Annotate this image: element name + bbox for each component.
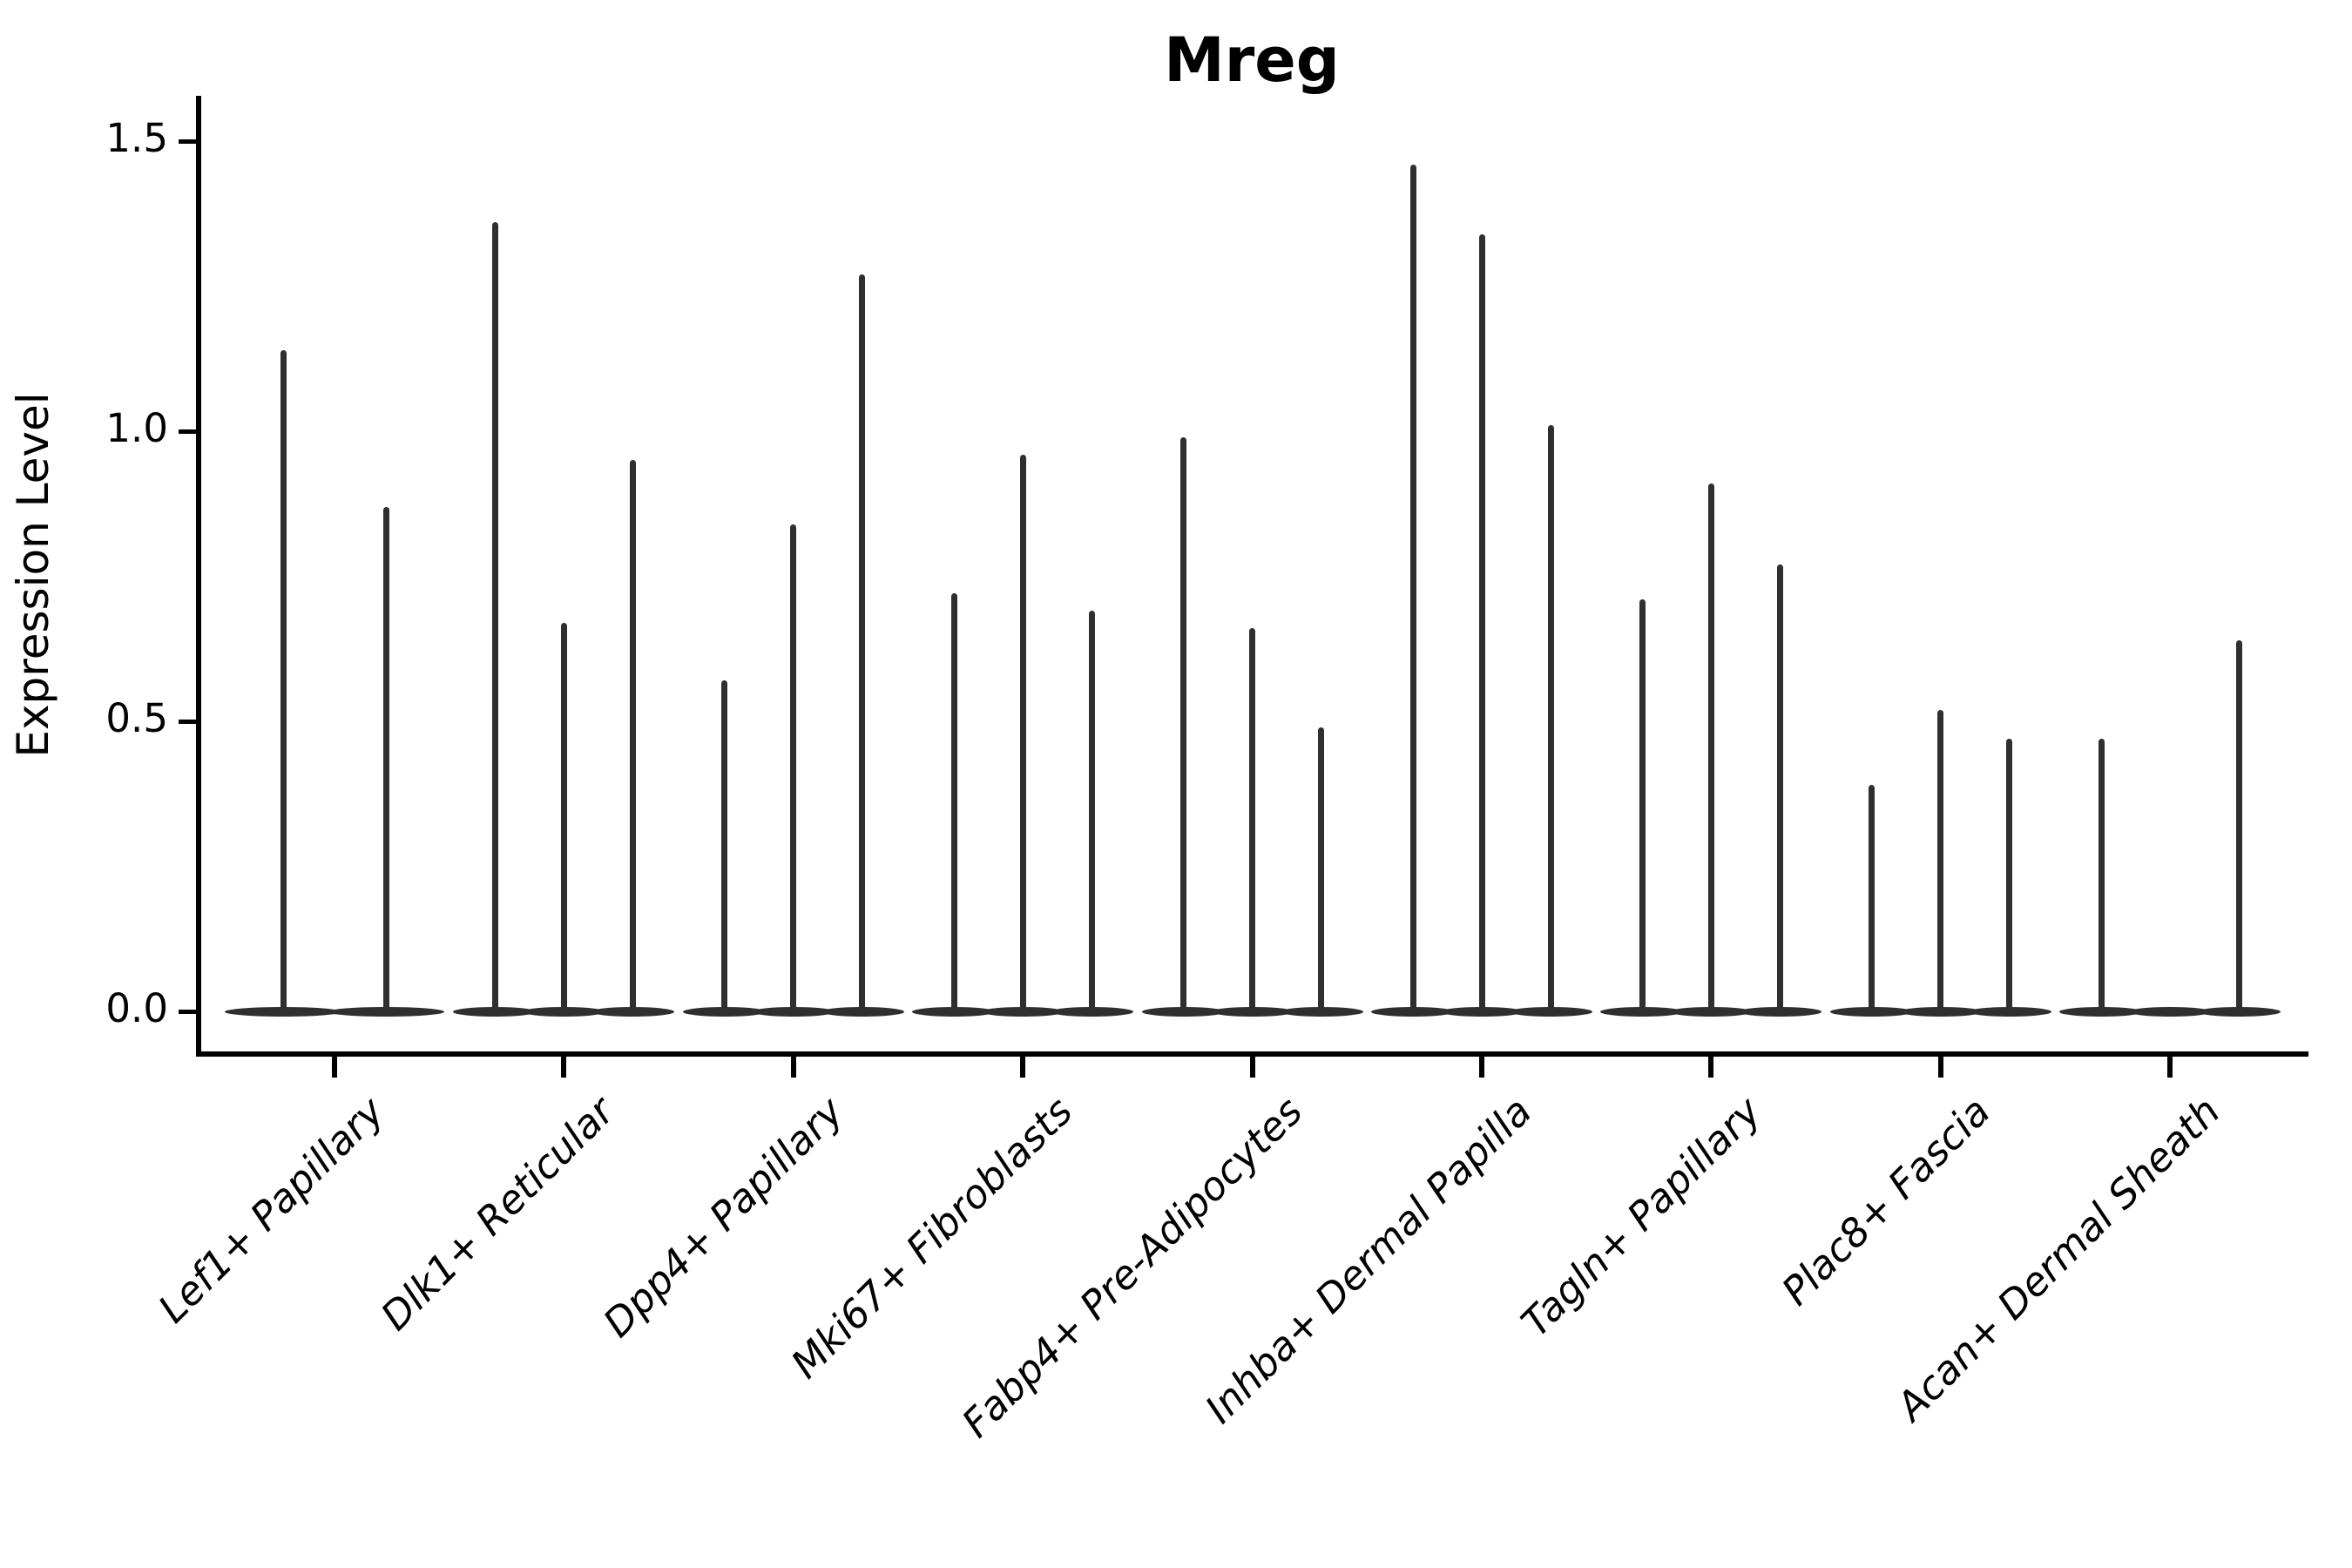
violin-spike — [1478, 233, 1485, 1011]
violin-base — [225, 1006, 341, 1017]
violin-spike — [280, 349, 287, 1011]
x-category-label: Lef1+ Papillary — [149, 1088, 394, 1332]
violin-base — [1050, 1006, 1134, 1017]
violin-spike — [382, 506, 389, 1011]
violin-spike — [2006, 738, 2013, 1011]
violin-base — [1210, 1006, 1294, 1017]
violin-base — [1141, 1006, 1226, 1017]
y-tick-label: 1.5 — [105, 115, 168, 161]
violin-spike — [2098, 738, 2105, 1011]
y-axis-label: Expression Level — [8, 392, 58, 758]
violin-base — [2059, 1006, 2144, 1017]
violin-spike — [560, 622, 567, 1011]
x-category-label: Dpp4+ Papillary — [594, 1088, 853, 1347]
violin-spike — [1180, 436, 1187, 1011]
x-tick-mark — [1249, 1057, 1255, 1078]
violin-base — [682, 1006, 767, 1017]
violin-base — [1279, 1006, 1363, 1017]
violin-spike — [1707, 483, 1714, 1011]
violin-base — [1738, 1006, 1822, 1017]
violin-base — [1600, 1006, 1685, 1017]
violin-base — [328, 1006, 444, 1017]
y-tick-mark — [179, 1009, 196, 1014]
violin-spike — [1869, 785, 1876, 1011]
violin-base — [1509, 1006, 1592, 1017]
violin-base — [820, 1006, 904, 1017]
x-tick-mark — [2167, 1057, 2173, 1078]
x-tick-mark — [332, 1057, 337, 1078]
violin-base — [453, 1006, 537, 1017]
violin-spike — [1937, 709, 1944, 1011]
violin-spike — [491, 222, 498, 1011]
violin-spike — [1088, 611, 1095, 1011]
violin-spike — [2235, 639, 2242, 1011]
violin-spike — [629, 460, 636, 1011]
violin-spike — [790, 524, 797, 1011]
y-tick-mark — [179, 429, 196, 434]
violin-spike — [1318, 727, 1325, 1011]
violin-base — [912, 1006, 997, 1017]
x-category-label: Dlk1+ Reticular — [371, 1088, 623, 1340]
x-tick-mark — [790, 1057, 796, 1078]
x-tick-mark — [561, 1057, 567, 1078]
violin-spike — [1639, 599, 1646, 1011]
y-tick-label: 0.0 — [105, 985, 168, 1031]
y-axis-spine — [196, 96, 201, 1057]
violin-base — [2197, 1006, 2281, 1017]
violin-base — [751, 1006, 835, 1017]
violin-base — [1898, 1006, 1983, 1017]
violin-spike — [1409, 164, 1416, 1011]
violin-spike — [950, 593, 957, 1011]
violin-base — [1440, 1006, 1524, 1017]
x-category-label: Plac8+ Fascia — [1773, 1088, 2000, 1315]
x-category-label: Tagln+ Papillary — [1512, 1088, 1770, 1346]
violin-spike — [721, 680, 728, 1011]
x-tick-mark — [1020, 1057, 1026, 1078]
x-tick-mark — [1479, 1057, 1484, 1078]
violin-base — [1371, 1006, 1455, 1017]
violin-spike — [1249, 628, 1256, 1011]
y-tick-label: 1.0 — [105, 405, 168, 451]
x-axis-spine — [196, 1051, 2308, 1057]
violin-base — [1669, 1006, 1754, 1017]
violin-base — [522, 1006, 606, 1017]
y-tick-mark — [179, 139, 196, 144]
y-tick-mark — [179, 719, 196, 724]
violin-spike — [1019, 454, 1026, 1011]
y-tick-label: 0.5 — [105, 695, 168, 741]
violin-spike — [859, 274, 866, 1011]
violin-base — [1967, 1006, 2051, 1017]
violin-spike — [1547, 425, 1554, 1011]
plot-title: Mreg — [1164, 24, 1340, 96]
violin-spike — [1776, 564, 1783, 1011]
violin-base — [2128, 1006, 2213, 1017]
x-tick-mark — [1708, 1057, 1714, 1078]
violin-base — [981, 1006, 1065, 1017]
violin-base — [1829, 1006, 1914, 1017]
violin-base — [591, 1006, 675, 1017]
x-tick-mark — [1937, 1057, 1943, 1078]
